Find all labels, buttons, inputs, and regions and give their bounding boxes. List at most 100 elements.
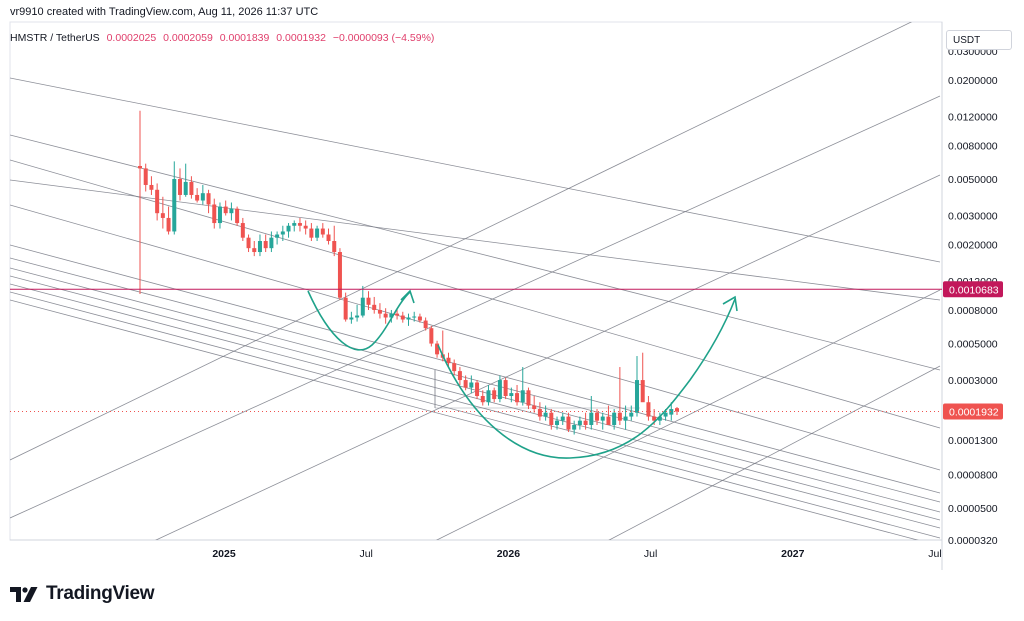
low-value: 0.0001839 <box>219 32 270 44</box>
y-tick-label: 0.0005000 <box>948 339 998 351</box>
fan-line <box>10 291 941 539</box>
candle-body <box>149 184 154 190</box>
candle-body <box>229 208 234 214</box>
candle-body <box>400 315 405 320</box>
candle-body <box>600 416 605 421</box>
candle-body <box>640 380 645 403</box>
candle-body <box>566 416 571 430</box>
brand-logo[interactable]: TradingView <box>10 583 155 605</box>
candle-body <box>646 402 651 417</box>
candle-body <box>617 412 622 421</box>
price-label-box <box>943 403 1003 420</box>
candle-body <box>463 380 468 388</box>
arrow-head <box>400 289 415 304</box>
x-tick-label: 2027 <box>781 548 805 560</box>
candle-body <box>200 193 205 201</box>
candle-body <box>212 204 217 224</box>
candle-body <box>669 409 674 415</box>
candle-body <box>349 317 354 320</box>
candle-body <box>189 181 194 195</box>
candle-body <box>423 320 428 329</box>
candle-body <box>206 193 211 205</box>
left-cup-curve <box>307 290 411 351</box>
candle-body <box>475 382 480 397</box>
candle-body <box>292 223 297 226</box>
tradingview-logo-icon <box>10 587 38 602</box>
candle-body <box>520 390 525 403</box>
candle-body <box>486 390 491 403</box>
candle-body <box>412 316 417 318</box>
candle-body <box>583 420 588 425</box>
candle-body <box>309 228 314 238</box>
candle-body <box>303 225 308 229</box>
candle-body <box>526 390 531 406</box>
candle-body <box>435 343 440 355</box>
symbol-name[interactable]: HMSTR / TetherUS <box>10 32 100 44</box>
candle-body <box>160 213 165 218</box>
candle-body <box>577 420 582 425</box>
candle-body <box>263 241 268 249</box>
fan-line <box>10 267 941 513</box>
y-tick-label: 0.0020000 <box>948 239 998 251</box>
candle-body <box>286 225 291 232</box>
fan-line <box>10 159 941 429</box>
candle-body <box>537 409 542 417</box>
attribution-text: vr9910 created with TradingView.com, Aug… <box>10 6 319 18</box>
candle-body <box>183 181 188 195</box>
candle-body <box>555 420 560 425</box>
candle-body <box>492 390 497 400</box>
candle-body <box>275 234 280 238</box>
candle-body <box>595 412 600 421</box>
x-tick-label: Jul <box>359 548 372 560</box>
open-value: 0.0002025 <box>106 32 157 44</box>
y-tick-label: 0.0080000 <box>948 140 998 152</box>
candle-body <box>172 179 177 232</box>
candle-body <box>383 313 388 318</box>
candle-body <box>532 405 537 410</box>
x-tick-label: Jul <box>928 548 941 560</box>
y-tick-label: 0.0008000 <box>948 305 998 317</box>
fan-line <box>10 244 941 494</box>
drawing-tools <box>10 22 941 540</box>
candle-body <box>515 393 520 403</box>
candle-body <box>395 313 400 316</box>
y-tick-label: 0.0003000 <box>948 375 998 387</box>
candles <box>138 110 679 435</box>
candle-body <box>452 363 457 372</box>
candle-body <box>480 396 485 403</box>
candle-body <box>469 382 474 388</box>
price-label-box <box>943 281 1003 298</box>
y-tick-label: 0.0050000 <box>948 174 998 186</box>
fan-line <box>10 77 941 263</box>
candle-body <box>457 371 462 381</box>
candle-body <box>337 252 342 298</box>
fan-line <box>10 257 941 503</box>
brand-name: TradingView <box>46 583 155 604</box>
candle-body <box>269 237 274 249</box>
plot-border <box>9 21 943 541</box>
candle-body <box>446 357 451 364</box>
candle-body <box>389 313 394 318</box>
candle-body <box>663 412 668 417</box>
y-tick-label: 0.0000500 <box>948 503 998 515</box>
x-tick-label: 2025 <box>212 548 236 560</box>
candle-body <box>612 412 617 425</box>
candle-body <box>217 206 222 224</box>
candle-body <box>417 316 422 321</box>
candle-body <box>429 328 434 344</box>
candle-body <box>297 223 302 226</box>
candle-body <box>252 248 257 253</box>
candle-body <box>320 228 325 235</box>
candle-body <box>377 309 382 314</box>
currency-selector[interactable]: USDT <box>946 30 1012 50</box>
candle-body <box>143 168 148 185</box>
candle-body <box>177 179 182 195</box>
candle-body <box>366 297 371 305</box>
candle-body <box>623 416 628 421</box>
candle-body <box>155 189 160 214</box>
candle-body <box>657 416 662 421</box>
candle-body <box>246 237 251 249</box>
fan-line <box>10 179 941 301</box>
candle-body <box>629 412 634 417</box>
